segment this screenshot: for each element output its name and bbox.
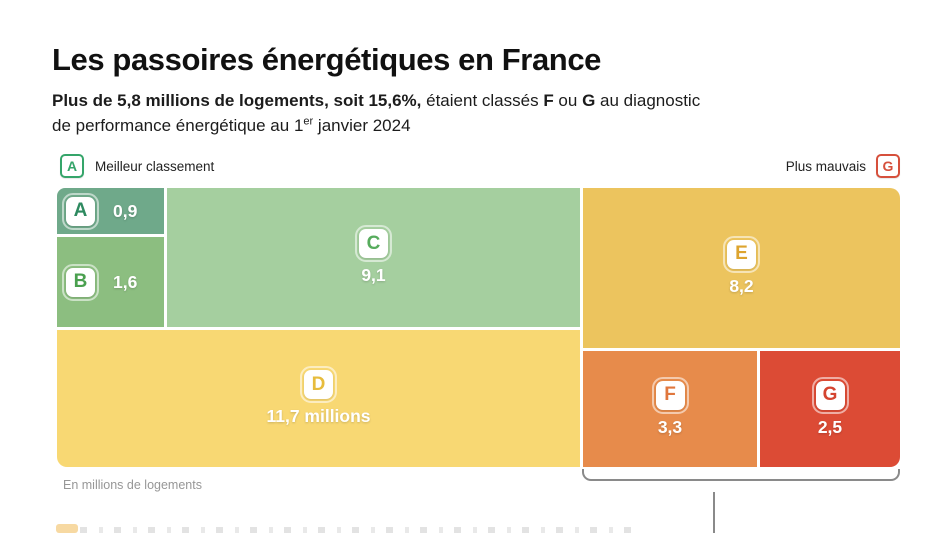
subtitle-class-g: G	[582, 91, 596, 110]
legend-best-label: Meilleur classement	[95, 158, 215, 174]
subtitle-text: de performance énergétique au 1	[52, 116, 304, 135]
treemap-block-e: E 8,2	[583, 188, 900, 348]
dpe-class-b-badge: B	[62, 263, 99, 301]
legend-worst-badge: G	[876, 154, 900, 178]
block-e-value: 8,2	[729, 275, 754, 296]
treemap-block-f: F 3,3	[583, 351, 757, 467]
block-a-value: 0,9	[113, 200, 138, 221]
legend-worst: Plus mauvais G	[786, 154, 900, 178]
legend-best: A Meilleur classement	[60, 154, 214, 178]
treemap-block-b: B 1,6	[57, 237, 164, 327]
cutoff-text-remnant-accent	[56, 524, 78, 533]
cutoff-text-remnant	[80, 527, 640, 533]
legend-worst-label: Plus mauvais	[785, 158, 866, 174]
treemap-block-c: C 9,1	[167, 188, 580, 327]
subtitle-superscript: er	[303, 115, 314, 128]
dpe-class-d-badge: D	[300, 366, 337, 403]
fg-group-bracket	[582, 469, 900, 481]
block-c-value: 9,1	[361, 265, 386, 285]
fg-group-connector-line	[713, 492, 715, 533]
scale-legend: A Meilleur classement Plus mauvais G	[57, 154, 900, 182]
treemap-chart: A 0,9 B 1,6 C 9,1 D 11,7 millions E 8,2 …	[57, 188, 900, 467]
block-b-value: 1,6	[113, 271, 138, 292]
subtitle-text: janvier 2024	[313, 116, 411, 135]
subtitle-text: étaient classés	[421, 91, 544, 110]
block-g-value: 2,5	[817, 416, 843, 437]
treemap-block-d: D 11,7 millions	[57, 330, 580, 467]
dpe-class-g-badge: G	[811, 376, 849, 414]
subtitle: Plus de 5,8 millions de logements, soit …	[52, 88, 700, 138]
block-d-value: 11,7 millions	[266, 406, 371, 426]
subtitle-text: au diagnostic	[595, 91, 701, 110]
legend-best-badge: A	[60, 154, 84, 178]
treemap-block-a: A 0,9	[57, 188, 164, 234]
subtitle-bold: Plus de 5,8 millions de logements, soit …	[52, 91, 422, 110]
treemap-block-g: G 2,5	[760, 351, 900, 467]
dpe-class-f-badge: F	[651, 376, 689, 414]
dpe-class-a-badge: A	[62, 192, 99, 230]
block-f-value: 3,3	[657, 416, 683, 437]
dpe-class-c-badge: C	[355, 225, 392, 262]
dpe-class-e-badge: E	[723, 235, 760, 273]
unit-footnote: En millions de logements	[63, 478, 202, 492]
subtitle-class-f: F	[543, 91, 554, 110]
subtitle-text: ou	[553, 91, 583, 110]
page-title: Les passoires énergétiques en France	[52, 42, 602, 77]
